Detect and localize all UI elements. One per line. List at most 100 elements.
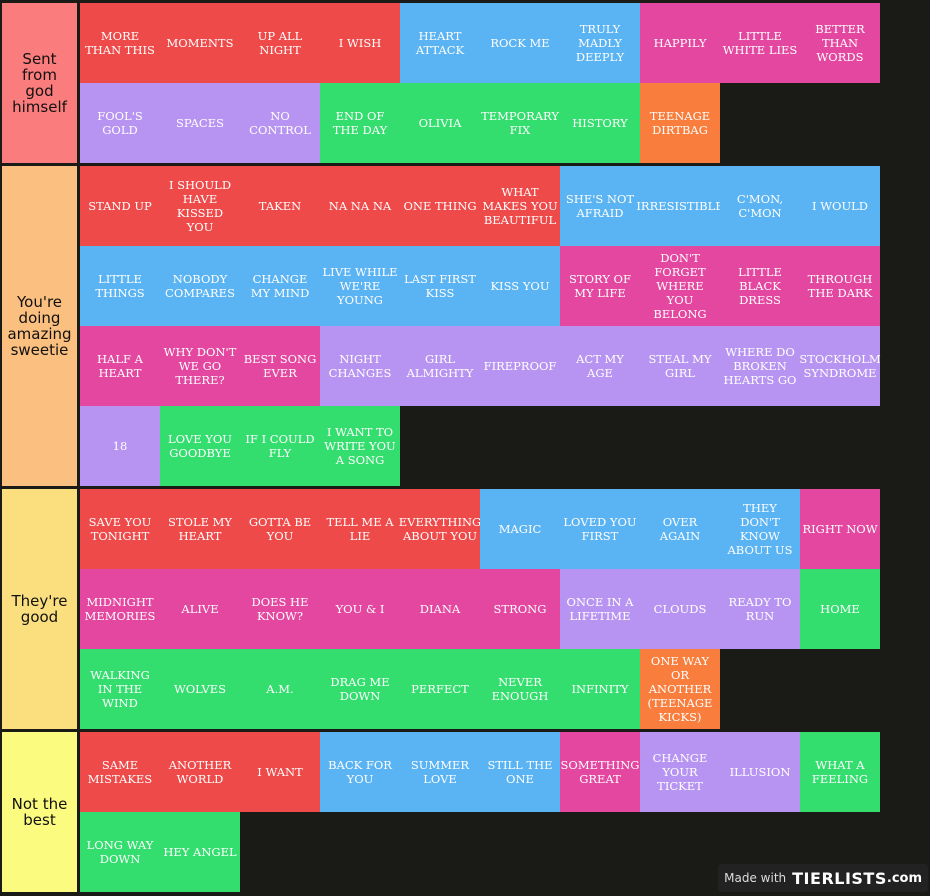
song-tile[interactable]: IF I COULD FLY (240, 406, 320, 486)
song-tile[interactable]: END OF THE DAY (320, 83, 400, 163)
song-tile[interactable]: IRRESISTIBLE (636, 166, 724, 246)
song-tile[interactable]: ONCE IN A LIFETIME (560, 569, 640, 649)
song-tile[interactable]: TAKEN (240, 166, 320, 246)
song-tile[interactable]: SOMETHING GREAT (560, 732, 640, 812)
song-tile[interactable]: INFINITY (560, 649, 640, 729)
song-tile[interactable]: LOVE YOU GOODBYE (160, 406, 240, 486)
song-tile[interactable]: THROUGH THE DARK (800, 246, 880, 326)
song-tile[interactable]: CLOUDS (640, 569, 720, 649)
song-tile[interactable]: WALKING IN THE WIND (80, 649, 160, 729)
tier-label[interactable]: They're good (2, 489, 77, 729)
song-tile[interactable]: OVER AGAIN (640, 489, 720, 569)
song-tile[interactable]: CHANGE MY MIND (240, 246, 320, 326)
song-tile[interactable]: LAST FIRST KISS (400, 246, 480, 326)
song-tile[interactable]: ROCK ME (480, 3, 560, 83)
song-tile[interactable]: WOLVES (160, 649, 240, 729)
song-tile[interactable]: WHAT A FEELING (800, 732, 880, 812)
song-tile[interactable]: BEST SONG EVER (240, 326, 320, 406)
song-tile[interactable]: READY TO RUN (720, 569, 800, 649)
song-tile[interactable]: UP ALL NIGHT (240, 3, 320, 83)
song-tile[interactable]: HISTORY (560, 83, 640, 163)
song-tile[interactable]: FOOL'S GOLD (80, 83, 160, 163)
song-tile[interactable]: SHE'S NOT AFRAID (560, 166, 640, 246)
song-tile[interactable]: SAME MISTAKES (80, 732, 160, 812)
song-tile[interactable]: STOCKHOLM SYNDROME (799, 326, 881, 406)
song-tile[interactable]: STAND UP (80, 166, 160, 246)
song-tile[interactable]: MORE THAN THIS (80, 3, 160, 83)
song-tile[interactable]: ONE WAY OR ANOTHER (TEENAGE KICKS) (640, 649, 720, 729)
song-tile[interactable]: I WISH (320, 3, 400, 83)
song-tile[interactable]: TEMPORARY FIX (480, 83, 560, 163)
song-tile[interactable]: DON'T FORGET WHERE YOU BELONG (640, 246, 720, 326)
song-tile[interactable]: C'MON, C'MON (720, 166, 800, 246)
song-tile[interactable]: I WANT (240, 732, 320, 812)
song-tile[interactable]: RIGHT NOW (800, 489, 880, 569)
song-tile[interactable]: DOES HE KNOW? (240, 569, 320, 649)
song-tile[interactable]: KISS YOU (480, 246, 560, 326)
tier-items: STAND UP I SHOULD HAVE KISSED YOU TAKEN NA … (80, 166, 881, 486)
song-tile[interactable]: WHERE DO BROKEN HEARTS GO (720, 326, 800, 406)
song-tile[interactable]: WHY DON'T WE GO THERE? (160, 326, 240, 406)
song-tile[interactable]: GOTTA BE YOU (240, 489, 320, 569)
song-tile[interactable]: STILL THE ONE (480, 732, 560, 812)
song-tile[interactable]: NA NA NA (320, 166, 400, 246)
song-tile[interactable]: BETTER THAN WORDS (800, 3, 880, 83)
song-tile[interactable]: 18 (80, 406, 160, 486)
song-tile[interactable]: LONG WAY DOWN (80, 812, 160, 892)
tierlists-watermark: Made with TIERLISTS .com (718, 864, 928, 892)
song-tile[interactable]: NOBODY COMPARES (160, 246, 240, 326)
song-tile[interactable]: STOLE MY HEART (160, 489, 240, 569)
song-tile[interactable]: ONE THING (400, 166, 480, 246)
song-tile[interactable]: SPACES (160, 83, 240, 163)
song-tile[interactable]: DIANA (400, 569, 480, 649)
song-tile[interactable]: SUMMER LOVE (400, 732, 480, 812)
song-tile[interactable]: OLIVIA (400, 83, 480, 163)
song-tile[interactable]: LITTLE BLACK DRESS (720, 246, 800, 326)
song-tile[interactable]: WHAT MAKES YOU BEAUTIFUL (480, 166, 560, 246)
song-tile[interactable]: TRULY MADLY DEEPLY (560, 3, 640, 83)
song-tile[interactable]: DRAG ME DOWN (320, 649, 400, 729)
song-tile[interactable]: GIRL ALMIGHTY (400, 326, 480, 406)
song-tile[interactable]: THEY DON'T KNOW ABOUT US (720, 489, 800, 569)
tierlists-logo: TIERLISTS (792, 868, 887, 888)
song-tile[interactable]: STRONG (480, 569, 560, 649)
song-tile[interactable]: ANOTHER WORLD (160, 732, 240, 812)
song-tile[interactable]: STEAL MY GIRL (640, 326, 720, 406)
song-tile[interactable]: EVERYTHING ABOUT YOU (399, 489, 481, 569)
song-tile[interactable]: LITTLE WHITE LIES (720, 3, 800, 83)
song-tile[interactable]: HALF A HEART (80, 326, 160, 406)
song-tile[interactable]: TELL ME A LIE (320, 489, 400, 569)
song-tile[interactable]: LITTLE THINGS (80, 246, 160, 326)
song-tile[interactable]: BACK FOR YOU (320, 732, 400, 812)
song-tile[interactable]: MIDNIGHT MEMORIES (80, 569, 160, 649)
song-tile[interactable]: PERFECT (400, 649, 480, 729)
song-tile[interactable]: HEART ATTACK (400, 3, 480, 83)
song-tile[interactable]: STORY OF MY LIFE (560, 246, 640, 326)
song-tile[interactable]: NO CONTROL (240, 83, 320, 163)
song-tile[interactable]: MOMENTS (160, 3, 240, 83)
song-tile[interactable]: HEY ANGEL (160, 812, 240, 892)
song-tile[interactable]: I WANT TO WRITE YOU A SONG (320, 406, 400, 486)
tier-label[interactable]: Not the best (2, 732, 77, 892)
song-tile[interactable]: SAVE YOU TONIGHT (80, 489, 160, 569)
song-tile[interactable]: NIGHT CHANGES (320, 326, 400, 406)
song-tile[interactable]: TEENAGE DIRTBAG (640, 83, 720, 163)
song-tile[interactable]: CHANGE YOUR TICKET (640, 732, 720, 812)
song-tile[interactable]: YOU & I (320, 569, 400, 649)
tier-label[interactable]: Sent from god himself (2, 3, 77, 163)
song-tile[interactable]: NEVER ENOUGH (480, 649, 560, 729)
tier-label[interactable]: You're doing amazing sweetie (2, 166, 77, 486)
song-tile[interactable]: HOME (800, 569, 880, 649)
song-tile[interactable]: ACT MY AGE (560, 326, 640, 406)
song-tile[interactable]: FIREPROOF (480, 326, 560, 406)
song-tile[interactable]: ILLUSION (720, 732, 800, 812)
song-tile[interactable]: LOVED YOU FIRST (560, 489, 640, 569)
song-tile[interactable]: I WOULD (800, 166, 880, 246)
song-tile[interactable]: A.M. (240, 649, 320, 729)
song-tile[interactable]: ALIVE (160, 569, 240, 649)
song-tile[interactable]: LIVE WHILE WE'RE YOUNG (320, 246, 400, 326)
song-tile[interactable]: I SHOULD HAVE KISSED YOU (160, 166, 240, 246)
song-tile[interactable]: HAPPILY (640, 3, 720, 83)
song-tile[interactable]: MAGIC (480, 489, 560, 569)
